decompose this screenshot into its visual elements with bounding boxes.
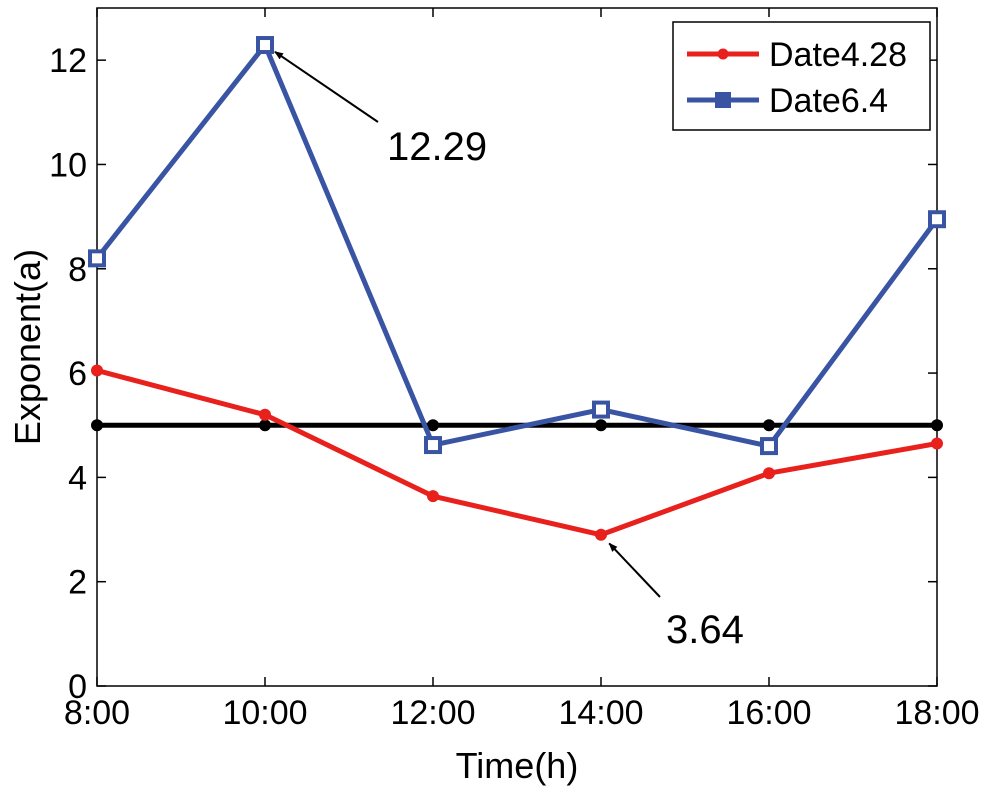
y-tick-label: 0 [68,668,87,706]
data-point [88,249,106,268]
y-tick-label: 2 [68,564,87,602]
data-point [595,528,607,541]
y-tick-label: 6 [68,355,87,393]
data-point [931,437,943,450]
annotation-arrow [608,542,661,598]
data-point [928,210,946,229]
y-tick-label: 12 [49,42,87,80]
data-point [427,490,439,503]
legend-label: Date4.28 [769,36,907,74]
series-line [96,368,938,538]
data-point [427,419,439,432]
legend-item: Date4.28 [687,36,907,74]
x-axis-label: Time(h) [456,745,579,786]
y-tick-label: 10 [49,146,87,184]
data-point [763,419,775,432]
series-date6-4 [88,36,946,456]
x-tick-label: 18:00 [894,694,979,732]
data-point [760,437,778,456]
annotation-label: 3.64 [666,608,744,652]
x-tick-label: 8:00 [64,694,130,732]
data-point [424,436,442,455]
annotation-arrow [274,50,379,123]
data-point [91,364,103,377]
x-tick-label: 14:00 [558,694,643,732]
data-point [763,467,775,480]
y-tick-label: 4 [68,459,87,497]
series-date4-28 [91,364,943,541]
data-point [259,408,271,421]
series-line [95,42,940,449]
legend-item: Date6.4 [687,82,888,120]
data-point [931,419,943,432]
y-axis-label: Exponent(a) [7,249,48,445]
data-point [256,36,274,55]
x-tick-label: 12:00 [390,694,475,732]
x-tick-label: 10:00 [222,694,307,732]
legend-label: Date6.4 [769,82,888,120]
data-point [592,400,610,419]
data-point [595,419,607,432]
annotation-label: 12.29 [387,125,487,169]
legend-marker [717,48,729,60]
data-point [259,419,271,432]
y-tick-label: 8 [68,251,87,289]
data-point [91,419,103,432]
x-tick-label: 16:00 [726,694,811,732]
legend: Date4.28 Date6.4 [672,21,931,131]
legend-box [672,21,931,131]
legend-marker [715,92,731,108]
